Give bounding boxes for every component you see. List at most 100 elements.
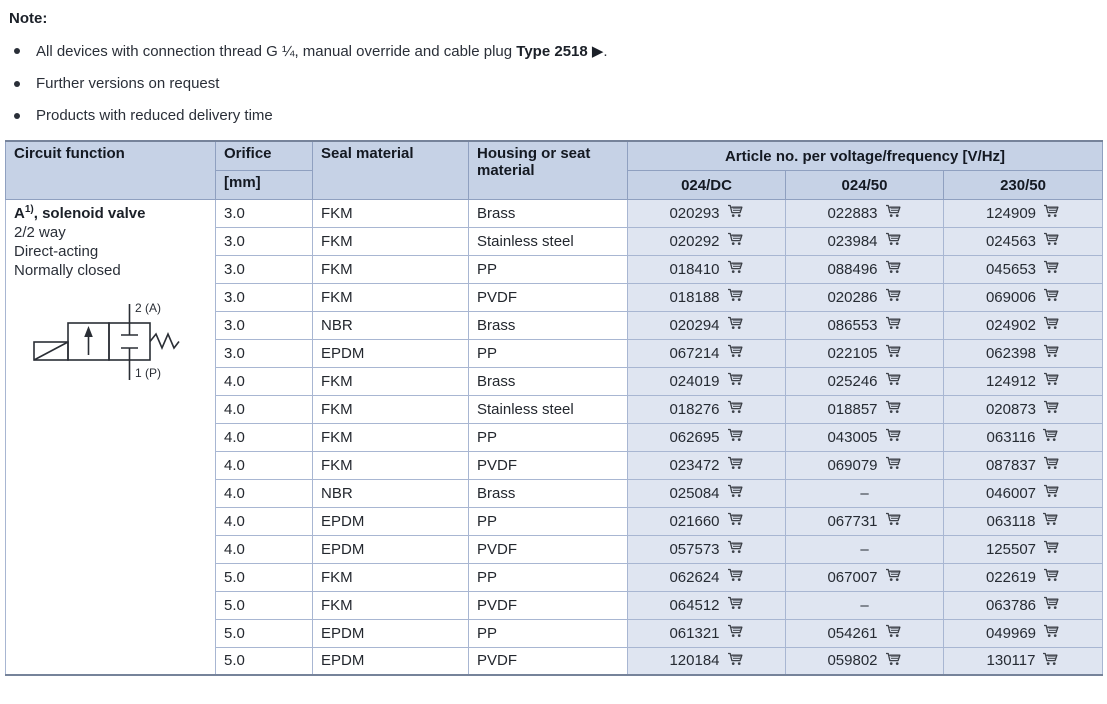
article-number-cell[interactable]: 023984 bbox=[785, 226, 944, 256]
article-number-cell[interactable]: 063786 bbox=[942, 590, 1104, 620]
article-number-cell[interactable]: 063118 bbox=[942, 506, 1104, 536]
article-number-cell[interactable]: 020292 bbox=[627, 226, 786, 256]
add-to-cart-icon[interactable] bbox=[727, 372, 744, 390]
add-to-cart-icon[interactable] bbox=[885, 344, 902, 362]
add-to-cart-icon[interactable] bbox=[727, 568, 744, 586]
orifice-cell: 3.0 bbox=[215, 198, 313, 228]
article-number-cell[interactable]: 046007 bbox=[942, 478, 1104, 508]
add-to-cart-icon[interactable] bbox=[1042, 428, 1059, 446]
article-number-cell[interactable]: 067214 bbox=[627, 338, 786, 368]
article-number-cell[interactable]: 022105 bbox=[785, 338, 944, 368]
article-number-cell[interactable]: 025246 bbox=[785, 366, 944, 396]
add-to-cart-icon[interactable] bbox=[885, 512, 902, 530]
add-to-cart-icon[interactable] bbox=[1043, 260, 1060, 278]
article-number-cell[interactable]: 067731 bbox=[785, 506, 944, 536]
article-number-cell[interactable]: 087837 bbox=[942, 450, 1104, 480]
add-to-cart-icon[interactable] bbox=[885, 568, 902, 586]
add-to-cart-icon[interactable] bbox=[727, 260, 744, 278]
article-number-cell[interactable]: 043005 bbox=[785, 422, 944, 452]
add-to-cart-icon[interactable] bbox=[727, 456, 744, 474]
article-number-cell[interactable]: 022883 bbox=[785, 198, 944, 228]
add-to-cart-icon[interactable] bbox=[1043, 540, 1060, 558]
add-to-cart-icon[interactable] bbox=[885, 288, 902, 306]
article-number-cell[interactable]: 057573 bbox=[627, 534, 786, 564]
add-to-cart-icon[interactable] bbox=[1043, 372, 1060, 390]
article-number-cell[interactable]: 064512 bbox=[627, 590, 786, 620]
article-number-cell[interactable]: 022619 bbox=[942, 562, 1104, 592]
add-to-cart-icon[interactable] bbox=[727, 428, 744, 446]
article-number-cell[interactable]: 024902 bbox=[942, 310, 1104, 340]
add-to-cart-icon[interactable] bbox=[885, 204, 902, 222]
add-to-cart-icon[interactable] bbox=[1042, 512, 1059, 530]
add-to-cart-icon[interactable] bbox=[727, 400, 744, 418]
add-to-cart-icon[interactable] bbox=[885, 260, 902, 278]
add-to-cart-icon[interactable] bbox=[1043, 316, 1060, 334]
article-number-cell[interactable]: 124912 bbox=[942, 366, 1104, 396]
add-to-cart-icon[interactable] bbox=[1043, 456, 1060, 474]
add-to-cart-icon[interactable] bbox=[885, 652, 902, 670]
add-to-cart-icon[interactable] bbox=[727, 316, 744, 334]
article-number-cell[interactable]: 054261 bbox=[785, 618, 944, 648]
add-to-cart-icon[interactable] bbox=[727, 540, 744, 558]
add-to-cart-icon[interactable] bbox=[1043, 288, 1060, 306]
article-number-cell[interactable]: 062398 bbox=[942, 338, 1104, 368]
add-to-cart-icon[interactable] bbox=[727, 596, 744, 614]
header-voltage-024dc: 024/DC bbox=[627, 169, 786, 200]
article-number-cell[interactable]: 020286 bbox=[785, 282, 944, 312]
article-number-cell[interactable]: 025084 bbox=[627, 478, 786, 508]
add-to-cart-icon[interactable] bbox=[885, 316, 902, 334]
add-to-cart-icon[interactable] bbox=[885, 456, 902, 474]
article-number-cell[interactable]: 020873 bbox=[942, 394, 1104, 424]
add-to-cart-icon[interactable] bbox=[727, 624, 744, 642]
article-number-cell[interactable]: 018410 bbox=[627, 254, 786, 284]
article-number-cell[interactable]: 124909 bbox=[942, 198, 1104, 228]
article-number-cell[interactable]: 018857 bbox=[785, 394, 944, 424]
seal-cell: FKM bbox=[312, 366, 469, 396]
add-to-cart-icon[interactable] bbox=[1043, 596, 1060, 614]
article-number-cell[interactable]: 018188 bbox=[627, 282, 786, 312]
article-number-cell[interactable]: 062624 bbox=[627, 562, 786, 592]
add-to-cart-icon[interactable] bbox=[727, 484, 744, 502]
article-number-cell[interactable]: 045653 bbox=[942, 254, 1104, 284]
article-number-cell[interactable]: 069079 bbox=[785, 450, 944, 480]
article-number-cell[interactable]: 063116 bbox=[942, 422, 1104, 452]
article-number-cell[interactable]: 125507 bbox=[942, 534, 1104, 564]
add-to-cart-icon[interactable] bbox=[1043, 568, 1060, 586]
add-to-cart-icon[interactable] bbox=[885, 232, 902, 250]
article-number-cell[interactable]: 130117 bbox=[942, 646, 1104, 676]
article-number-cell[interactable]: 049969 bbox=[942, 618, 1104, 648]
add-to-cart-icon[interactable] bbox=[727, 652, 744, 670]
article-number-cell[interactable]: 069006 bbox=[942, 282, 1104, 312]
article-number-cell[interactable]: 059802 bbox=[785, 646, 944, 676]
article-number-cell[interactable]: 024563 bbox=[942, 226, 1104, 256]
article-number-cell[interactable]: 021660 bbox=[627, 506, 786, 536]
article-number-cell[interactable]: 067007 bbox=[785, 562, 944, 592]
article-number-cell[interactable]: 018276 bbox=[627, 394, 786, 424]
article-number-cell[interactable]: 062695 bbox=[627, 422, 786, 452]
add-to-cart-icon[interactable] bbox=[1042, 652, 1059, 670]
article-number-cell[interactable]: 020294 bbox=[627, 310, 786, 340]
article-number-cell[interactable]: 020293 bbox=[627, 198, 786, 228]
article-number-cell[interactable]: 023472 bbox=[627, 450, 786, 480]
add-to-cart-icon[interactable] bbox=[1043, 344, 1060, 362]
add-to-cart-icon[interactable] bbox=[727, 512, 744, 530]
add-to-cart-icon[interactable] bbox=[1043, 400, 1060, 418]
article-number-cell[interactable]: 088496 bbox=[785, 254, 944, 284]
add-to-cart-icon[interactable] bbox=[885, 372, 902, 390]
article-number-cell[interactable]: 061321 bbox=[627, 618, 786, 648]
article-number-cell[interactable]: 024019 bbox=[627, 366, 786, 396]
type-2518-link[interactable]: Type 2518 ▶ bbox=[516, 43, 604, 60]
add-to-cart-icon[interactable] bbox=[727, 288, 744, 306]
article-number-cell[interactable]: 086553 bbox=[785, 310, 944, 340]
add-to-cart-icon[interactable] bbox=[885, 400, 902, 418]
add-to-cart-icon[interactable] bbox=[727, 232, 744, 250]
article-number-cell[interactable]: 120184 bbox=[627, 646, 786, 676]
add-to-cart-icon[interactable] bbox=[1043, 624, 1060, 642]
add-to-cart-icon[interactable] bbox=[1043, 204, 1060, 222]
add-to-cart-icon[interactable] bbox=[727, 204, 744, 222]
add-to-cart-icon[interactable] bbox=[885, 428, 902, 446]
add-to-cart-icon[interactable] bbox=[1043, 484, 1060, 502]
add-to-cart-icon[interactable] bbox=[885, 624, 902, 642]
add-to-cart-icon[interactable] bbox=[727, 344, 744, 362]
add-to-cart-icon[interactable] bbox=[1043, 232, 1060, 250]
